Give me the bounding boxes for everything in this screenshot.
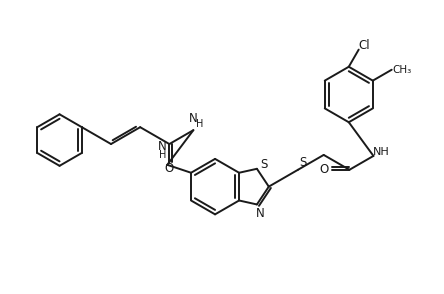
Text: O: O	[165, 162, 174, 175]
Text: S: S	[260, 158, 268, 171]
Text: NH: NH	[373, 147, 390, 157]
Text: S: S	[299, 156, 307, 169]
Text: N: N	[158, 141, 166, 153]
Text: N: N	[189, 112, 198, 125]
Text: H: H	[159, 150, 166, 160]
Text: Cl: Cl	[359, 39, 370, 52]
Text: N: N	[255, 207, 264, 220]
Text: H: H	[196, 119, 203, 129]
Text: CH₃: CH₃	[392, 65, 411, 75]
Text: O: O	[319, 163, 328, 176]
